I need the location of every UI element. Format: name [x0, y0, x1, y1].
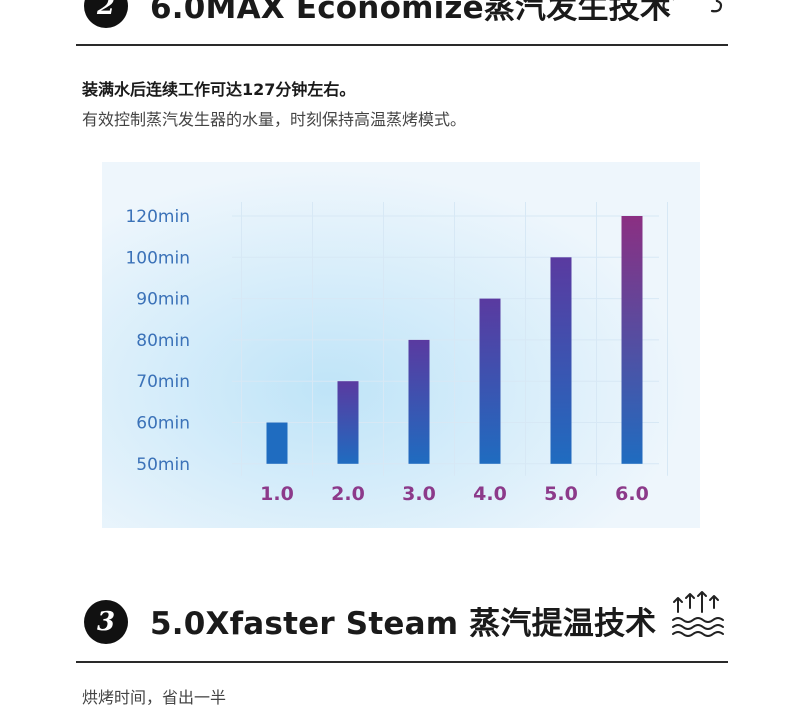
- chart-panel-background: [102, 162, 700, 528]
- section-number-badge: 3: [84, 600, 128, 644]
- section-title: 6.0MAX Economize蒸汽发生技术: [150, 0, 672, 26]
- x-tick-label: 5.0: [544, 483, 578, 505]
- section-description: 有效控制蒸汽发生器的水量，时刻保持高温蒸烤模式。: [82, 110, 467, 129]
- steam-duration-chart: 50min 60min 70min 80min 90min 100min 120min 1.…: [102, 162, 700, 528]
- x-tick-label: 2.0: [331, 483, 365, 505]
- bar-1.0: [266, 422, 288, 464]
- y-axis-ticks: 50min 60min 70min 80min 90min 100min 120min: [125, 207, 190, 475]
- x-tick-label: 1.0: [260, 483, 294, 505]
- bar-3.0: [408, 339, 430, 464]
- section-2-header: 2 6.0MAX Economize蒸汽发生技术: [76, 0, 728, 38]
- bar-5.0: [550, 257, 572, 464]
- cloud-icon: [662, 0, 723, 13]
- section-lead-text: 烘烤时间，省出一半: [82, 688, 227, 707]
- chart-grid: [232, 202, 668, 476]
- section-title: 5.0Xfaster Steam 蒸汽提温技术: [150, 606, 657, 642]
- y-tick-label: 80min: [136, 331, 190, 351]
- section-3-header: 3 5.0Xfaster Steam 蒸汽提温技术: [76, 591, 728, 654]
- y-tick-label: 100min: [125, 248, 190, 268]
- y-tick-label: 70min: [136, 372, 190, 392]
- bar-2.0: [337, 381, 359, 464]
- section-divider: [76, 661, 728, 663]
- section-divider: [76, 44, 728, 46]
- bar-chart: 50min 60min 70min 80min 90min 100min 120min 1.…: [102, 162, 700, 528]
- bar-6.0: [621, 216, 643, 464]
- x-tick-label: 6.0: [615, 483, 649, 505]
- y-tick-label: 50min: [136, 455, 190, 475]
- chart-bars: [266, 216, 643, 464]
- bar-4.0: [479, 298, 501, 464]
- x-tick-label: 3.0: [402, 483, 436, 505]
- y-tick-label: 90min: [136, 290, 190, 310]
- y-tick-label: 120min: [125, 207, 190, 227]
- x-axis-ticks: 1.0 2.0 3.0 4.0 5.0 6.0: [260, 483, 649, 505]
- rising-steam-icon: [672, 591, 724, 637]
- y-tick-label: 60min: [136, 414, 190, 434]
- section-lead-text: 装满水后连续工作可达127分钟左右。: [82, 80, 356, 99]
- section-number-badge: 2: [84, 0, 128, 28]
- x-tick-label: 4.0: [473, 483, 507, 505]
